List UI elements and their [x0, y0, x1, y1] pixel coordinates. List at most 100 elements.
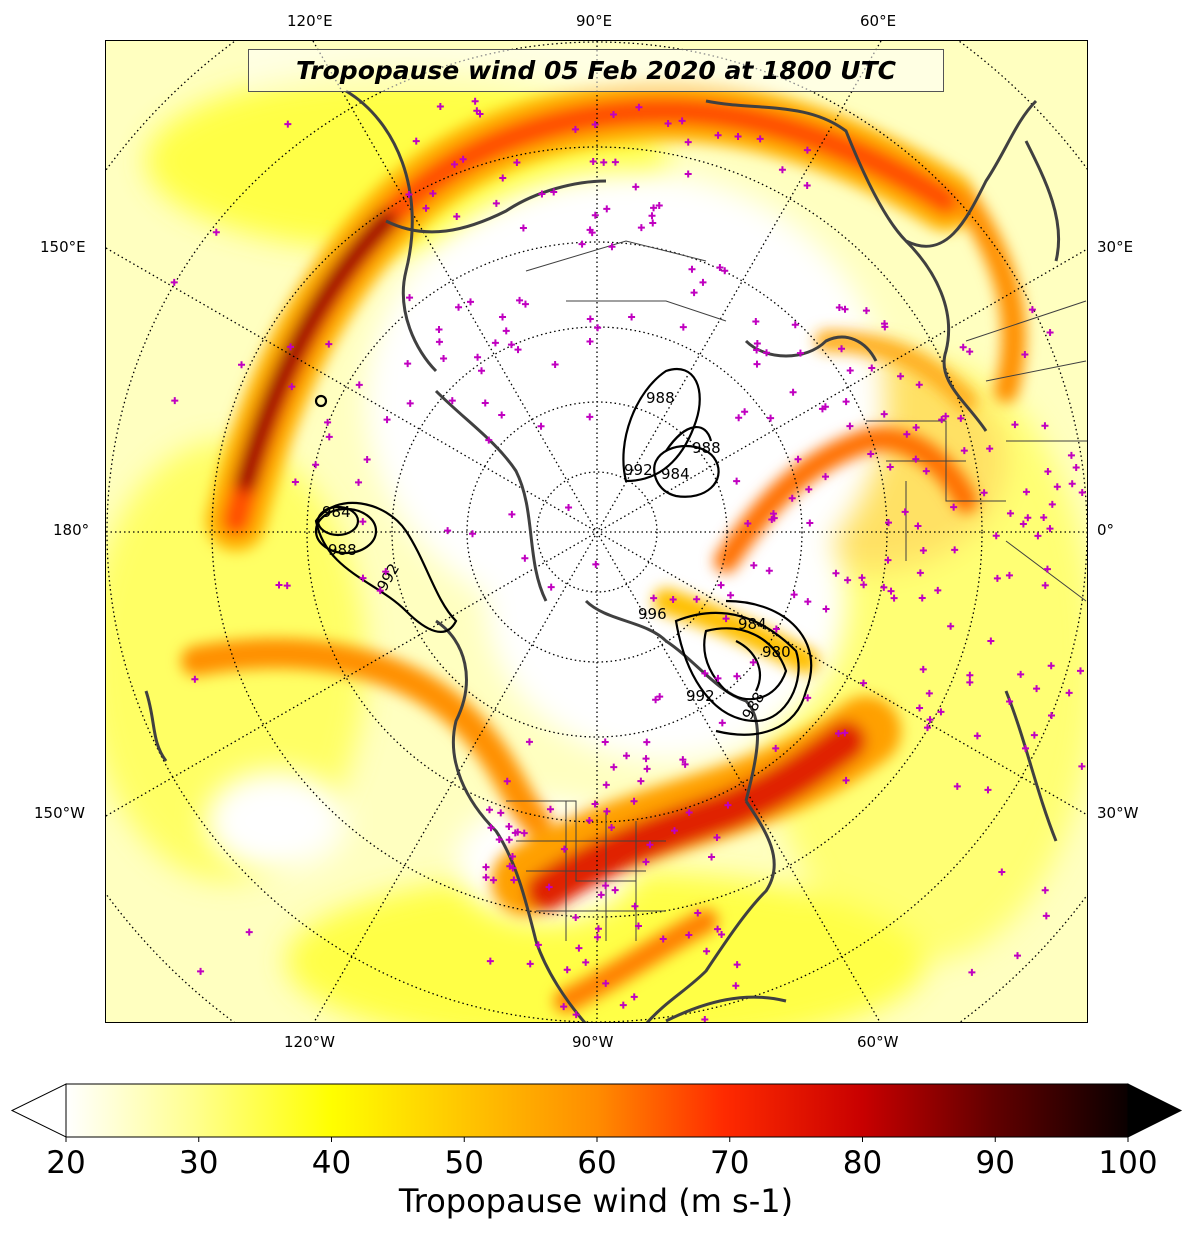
station-marker [916, 569, 924, 577]
station-marker [986, 445, 994, 453]
station-marker [603, 205, 611, 213]
station-marker [821, 473, 829, 481]
station-marker [998, 868, 1006, 876]
station-marker [713, 833, 721, 841]
station-marker [788, 494, 796, 502]
contour-label: 988 [692, 439, 721, 457]
station-marker [312, 461, 320, 469]
colorbar-tick-label: 30 [179, 1145, 219, 1181]
station-marker [959, 343, 967, 351]
station-marker [744, 519, 752, 527]
station-marker [505, 836, 513, 844]
station-marker [844, 576, 852, 584]
station-marker [495, 836, 503, 844]
station-marker [482, 873, 490, 881]
station-marker [885, 519, 893, 527]
station-marker [632, 183, 640, 191]
station-marker [753, 339, 761, 347]
station-marker [609, 111, 617, 119]
station-marker [450, 160, 458, 168]
station-marker [453, 212, 461, 220]
station-marker [560, 1003, 568, 1011]
station-marker [684, 138, 692, 146]
station-marker [406, 294, 414, 302]
station-marker [821, 403, 829, 411]
station-marker [325, 433, 333, 441]
station-marker [714, 131, 722, 139]
station-marker [288, 383, 296, 391]
station-marker [592, 560, 600, 568]
coastlines [144, 89, 1061, 1022]
station-marker [756, 135, 764, 143]
station-marker [842, 398, 850, 406]
station-marker [520, 829, 528, 837]
station-marker [482, 863, 490, 871]
station-marker [171, 397, 179, 405]
station-marker [867, 450, 875, 458]
station-marker [769, 510, 777, 518]
station-marker [521, 300, 529, 308]
station-marker [593, 933, 601, 941]
station-marker [838, 345, 846, 353]
station-marker [291, 478, 299, 486]
station-marker [565, 503, 573, 511]
colorbar-body [65, 1083, 1129, 1138]
station-marker [526, 960, 534, 968]
station-marker [508, 510, 516, 518]
station-marker [492, 199, 500, 207]
station-marker [650, 204, 658, 212]
station-marker [578, 240, 586, 248]
station-marker [603, 807, 611, 815]
station-marker [733, 477, 741, 485]
station-marker [491, 339, 499, 347]
station-marker [628, 313, 636, 321]
graticule [106, 41, 1087, 1022]
station-marker [1041, 422, 1049, 430]
station-marker [546, 805, 554, 813]
station-marker [1040, 514, 1048, 522]
station-marker [1078, 488, 1086, 496]
station-marker [714, 674, 722, 682]
colorbar-label: Tropopause wind (m s-1) [398, 1182, 794, 1220]
station-marker [684, 170, 692, 178]
station-marker [733, 961, 741, 969]
station-marker [1042, 912, 1050, 920]
station-marker [643, 738, 651, 746]
station-marker [1022, 488, 1030, 496]
station-marker [648, 212, 656, 220]
station-marker [471, 97, 479, 105]
station-marker [498, 411, 506, 419]
map-title: Tropopause wind 05 Feb 2020 at 1800 UTC [248, 49, 944, 92]
station-marker [191, 675, 199, 683]
station-marker [197, 967, 205, 975]
colorbar-tick-label: 40 [311, 1145, 352, 1181]
lon-label-left-150w: 150°W [34, 804, 85, 822]
station-marker [1024, 514, 1032, 522]
station-marker [721, 267, 729, 275]
station-marker [732, 982, 740, 990]
station-marker [1030, 731, 1038, 739]
pressure-contours [314, 368, 813, 736]
station-marker [608, 243, 616, 251]
station-marker [509, 853, 517, 861]
station-marker [701, 669, 709, 677]
contour-label: 984 [738, 615, 767, 633]
station-marker [283, 582, 291, 590]
station-marker [467, 298, 475, 306]
station-marker [803, 181, 811, 189]
station-marker [701, 1016, 709, 1022]
station-marker [765, 567, 773, 575]
station-marker [685, 931, 693, 939]
station-marker [925, 689, 933, 697]
station-marker [922, 467, 930, 475]
station-marker [634, 922, 642, 930]
station-marker [572, 1011, 580, 1019]
station-marker [980, 489, 988, 497]
station-marker [1046, 525, 1054, 533]
station-marker [973, 732, 981, 740]
colorbar-tick-label: 90 [975, 1145, 1015, 1181]
station-marker [359, 574, 367, 582]
station-marker [794, 455, 802, 463]
station-marker [992, 532, 1000, 540]
station-marker [789, 388, 797, 396]
